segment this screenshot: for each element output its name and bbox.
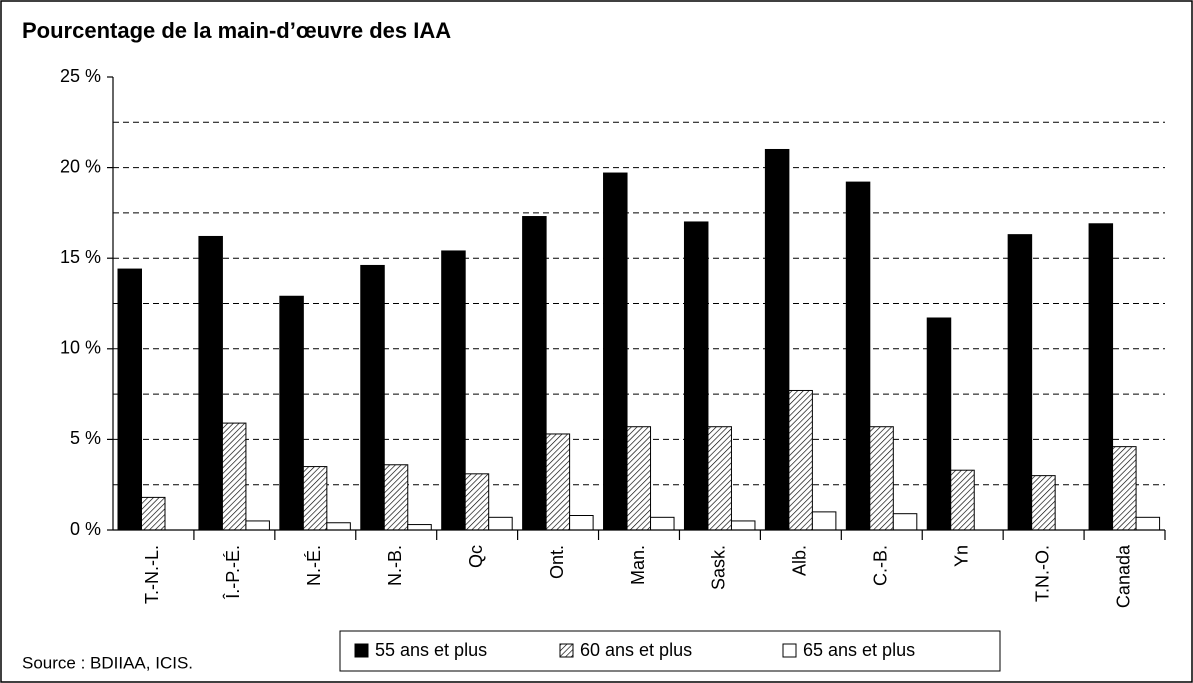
y-tick-label: 25 %	[60, 66, 101, 86]
bar	[788, 389, 813, 531]
bar	[845, 181, 871, 531]
bar	[441, 250, 466, 531]
bar	[626, 426, 652, 531]
bar	[488, 516, 513, 531]
legend-swatch	[782, 643, 797, 658]
bar	[302, 466, 328, 531]
bar	[569, 515, 594, 531]
legend-swatch	[559, 643, 574, 658]
bar	[869, 426, 894, 531]
legend-label: 65 ans et plus	[803, 640, 915, 660]
x-tick-label: Alb.	[790, 545, 810, 576]
x-tick-label: N.-É.	[304, 545, 324, 586]
bar	[764, 148, 790, 531]
bar	[198, 235, 223, 531]
x-tick-label: N.-B.	[385, 545, 405, 586]
x-tick-label: Yn	[951, 545, 971, 567]
bar	[221, 422, 247, 531]
chart-title: Pourcentage de la main-d’œuvre des IAA	[22, 18, 451, 43]
bar	[730, 520, 756, 531]
x-tick-label: C.-B.	[871, 545, 891, 586]
x-tick-label: Sask.	[709, 545, 729, 590]
bar	[683, 221, 709, 531]
legend-label: 60 ans et plus	[580, 640, 692, 660]
x-tick-label: Î.-P.-É.	[223, 545, 243, 600]
bar	[407, 524, 432, 531]
x-tick-label: T.N.-O.	[1032, 545, 1052, 602]
bar	[1135, 516, 1161, 531]
bar	[522, 216, 547, 531]
bar	[603, 172, 628, 531]
x-tick-label: T.-N.-L.	[142, 545, 162, 604]
bar	[117, 268, 142, 531]
y-tick-label: 20 %	[60, 156, 101, 176]
source: Source : BDIIAA, ICIS.	[22, 653, 193, 672]
y-tick-label: 15 %	[60, 247, 101, 267]
x-tick-label: Man.	[628, 545, 648, 585]
bar	[707, 426, 732, 531]
legend-label: 55 ans et plus	[375, 640, 487, 660]
legend-swatch	[354, 643, 369, 658]
bar	[950, 469, 975, 531]
bar	[464, 473, 490, 531]
x-tick-label: Canada	[1113, 544, 1133, 608]
y-tick-label: 10 %	[60, 338, 101, 358]
bar	[811, 511, 837, 531]
y-tick-label: 0 %	[70, 519, 101, 539]
bar	[141, 496, 166, 531]
x-tick-label: Ont.	[547, 545, 567, 579]
bar	[1031, 475, 1056, 531]
bar	[1112, 446, 1137, 531]
y-tick-label: 5 %	[70, 428, 101, 448]
bar	[326, 522, 351, 531]
x-tick-label: Qc	[466, 545, 486, 568]
bar	[360, 264, 385, 531]
bar	[245, 520, 270, 531]
bar	[1007, 234, 1033, 531]
bar	[892, 513, 918, 531]
legend	[339, 630, 1001, 672]
bar	[279, 295, 304, 531]
bar	[1088, 223, 1114, 531]
bar	[383, 464, 409, 531]
bar	[650, 516, 675, 531]
bar	[926, 317, 952, 531]
bar	[545, 433, 571, 531]
